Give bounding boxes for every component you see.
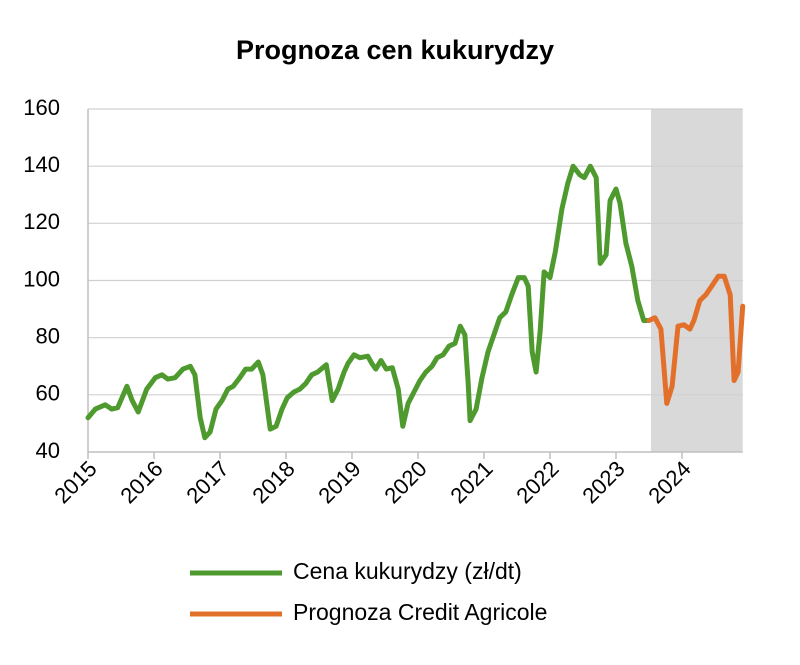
y-tick-label: 140 (23, 152, 60, 177)
x-tick-label: 2018 (247, 456, 299, 508)
x-tick-label: 2023 (577, 456, 629, 508)
legend-label: Prognoza Credit Agricole (293, 599, 547, 625)
x-tick-label: 2022 (511, 456, 563, 508)
x-tick-label: 2017 (181, 456, 233, 508)
legend-label: Cena kukurydzy (zł/dt) (293, 558, 522, 584)
y-tick-label: 60 (36, 381, 60, 406)
grid-layer (87, 108, 743, 459)
y-tick-label: 100 (23, 266, 60, 291)
y-tick-label: 40 (36, 438, 60, 463)
x-tick-label: 2015 (49, 456, 101, 508)
x-tick-label: 2021 (445, 456, 497, 508)
x-tick-label: 2019 (313, 456, 365, 508)
series-line (85, 163, 650, 441)
series-line (646, 273, 746, 406)
y-tick-label: 80 (36, 323, 60, 348)
x-tick-label: 2024 (643, 456, 695, 508)
y-tick-label: 160 (23, 95, 60, 120)
y-tick-label: 120 (23, 209, 60, 234)
chart-title: Prognoza cen kukurydzy (236, 35, 554, 65)
x-tick-label: 2020 (379, 456, 431, 508)
line-layer (85, 163, 746, 441)
x-tick-label: 2016 (115, 456, 167, 508)
